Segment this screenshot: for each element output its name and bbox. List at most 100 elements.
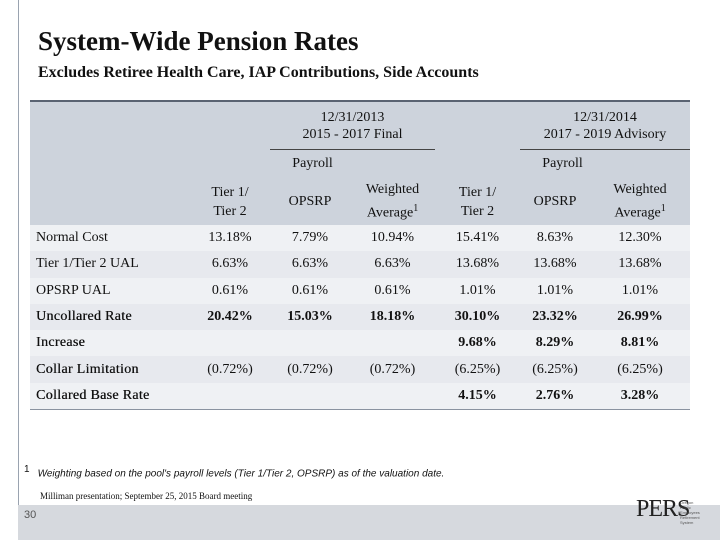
group-line: 12/31/2014 <box>573 109 637 125</box>
corner-cell <box>30 149 190 178</box>
title: System-Wide Pension Rates <box>38 26 359 56</box>
table-row: Tier 1/Tier 2 UAL 6.63% 6.63% 6.63% 13.68% 13… <box>30 251 691 278</box>
footnote: 1 Weighting based on the pool's payroll l… <box>24 464 444 479</box>
cell: 8.81% <box>590 330 691 357</box>
rates-table: 12/31/2013 2015 - 2017 Final 12/31/2014 201… <box>30 100 691 411</box>
cell: 30.10% <box>435 303 521 331</box>
cell: (0.72%) <box>190 356 270 383</box>
cell: 18.18% <box>350 303 436 331</box>
cell: 3.28% <box>590 382 691 411</box>
group-line: 2015 - 2017 Final <box>302 126 403 142</box>
column-line: Average <box>614 205 661 221</box>
cell: 7.79% <box>270 225 350 252</box>
payroll-label: Payroll <box>435 149 691 178</box>
cell: 8.63% <box>520 225 591 252</box>
footnote-marker: 1 <box>24 464 30 475</box>
cell <box>190 382 270 411</box>
subtitle: Excludes Retiree Health Care, IAP Contri… <box>38 64 479 81</box>
cell: 0.61% <box>270 277 350 304</box>
row-label: OPSRP UAL <box>30 277 190 304</box>
group-line: 2017 - 2019 Advisory <box>543 126 667 142</box>
cell: 10.94% <box>350 225 436 252</box>
table-row: Collar Limitation (0.72%) (0.72%) (0.72%) (6… <box>30 356 691 383</box>
column-header: OPSRP <box>520 178 591 225</box>
column-line: OPSRP <box>533 194 577 209</box>
cell: 4.15% <box>435 382 521 411</box>
cell <box>270 330 350 357</box>
cell: 0.61% <box>190 277 270 304</box>
payroll-label: Payroll <box>190 149 436 178</box>
column-superscript: 1 <box>413 203 419 215</box>
cell: 6.63% <box>270 251 350 278</box>
cell: 1.01% <box>590 277 691 304</box>
cell <box>350 330 436 357</box>
group-header-row: 12/31/2013 2015 - 2017 Final 12/31/2014 201… <box>30 100 691 150</box>
row-label: Uncollared Rate <box>30 303 190 331</box>
spacer <box>435 100 521 150</box>
table-row: Increase 9.68% 8.29% 8.81% <box>30 330 691 357</box>
row-label: Increase <box>30 330 190 357</box>
column-line: Tier 2 <box>460 203 495 219</box>
cell: 6.63% <box>350 251 436 278</box>
cell <box>190 330 270 357</box>
column-superscript: 1 <box>660 203 666 215</box>
cell: 12.30% <box>590 225 691 252</box>
column-header: Weighted Average1 <box>590 178 691 225</box>
column-header: OPSRP <box>270 178 350 225</box>
payroll-row: Payroll Payroll <box>30 149 691 178</box>
cell <box>350 382 436 411</box>
row-label: Normal Cost <box>30 225 190 252</box>
footer-bar <box>18 505 720 540</box>
group-line: 12/31/2013 <box>320 109 385 125</box>
cell: (6.25%) <box>520 356 591 383</box>
column-header: Weighted Average1 <box>350 178 436 225</box>
cell: (0.72%) <box>350 356 436 383</box>
logo-text: PERS <box>636 496 690 522</box>
frame-line <box>18 0 19 540</box>
cell <box>270 382 350 411</box>
cell: 26.99% <box>590 303 691 331</box>
cell: 13.18% <box>190 225 270 252</box>
page-number: 30 <box>24 509 37 521</box>
group-header: 12/31/2014 2017 - 2019 Advisory <box>520 100 691 150</box>
spacer <box>190 100 270 150</box>
table-row: Collared Base Rate 4.15% 2.76% 3.28% <box>30 382 691 411</box>
logo-tagline: Oregon Public Employees Retirement Syste… <box>680 500 700 525</box>
row-label: Tier 1/Tier 2 UAL <box>30 251 190 278</box>
row-label: Collar Limitation <box>30 356 190 383</box>
column-header: Tier 1/Tier 2 <box>190 178 270 225</box>
cell: 0.61% <box>350 277 436 304</box>
cell: 6.63% <box>190 251 270 278</box>
column-line: Tier 1/ <box>458 184 497 200</box>
column-line: Weighted <box>613 182 667 198</box>
table-row: Uncollared Rate 20.42% 15.03% 18.18% 30.10% 2… <box>30 303 691 331</box>
row-label: Collared Base Rate <box>30 382 190 411</box>
cell: 13.68% <box>435 251 521 278</box>
column-header-row: Tier 1/Tier 2 OPSRP Weighted Average1 Tier 1… <box>30 178 691 225</box>
cell: 23.32% <box>520 303 591 331</box>
cell: (0.72%) <box>270 356 350 383</box>
cell: 20.42% <box>190 303 270 331</box>
cell: 2.76% <box>520 382 591 411</box>
cell: 13.68% <box>590 251 691 278</box>
cell: 15.03% <box>270 303 350 331</box>
corner-cell <box>30 100 190 150</box>
group-header: 12/31/2013 2015 - 2017 Final <box>270 100 436 150</box>
column-line: Weighted <box>365 182 420 198</box>
footnote-text: Weighting based on the pool's payroll le… <box>37 468 445 480</box>
column-line: Tier 2 <box>213 203 247 219</box>
cell: 15.41% <box>435 225 521 252</box>
column-header: Tier 1/Tier 2 <box>435 178 521 225</box>
cell: (6.25%) <box>590 356 691 383</box>
cell: 9.68% <box>435 330 521 357</box>
cell: 8.29% <box>520 330 591 357</box>
cell: 1.01% <box>435 277 521 304</box>
table-row: Normal Cost 13.18% 7.79% 10.94% 15.41% 8.63% 1… <box>30 225 691 252</box>
corner-cell <box>30 178 190 225</box>
cell: 1.01% <box>520 277 591 304</box>
table-row: OPSRP UAL 0.61% 0.61% 0.61% 1.01% 1.01% 1.01% <box>30 277 691 304</box>
column-line: Tier 1/ <box>211 184 249 200</box>
source: Milliman presentation; September 25, 201… <box>40 491 253 501</box>
column-line: OPSRP <box>288 194 332 209</box>
